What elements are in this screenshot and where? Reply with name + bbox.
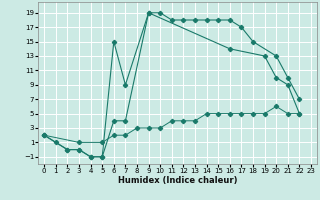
X-axis label: Humidex (Indice chaleur): Humidex (Indice chaleur) [118,176,237,185]
